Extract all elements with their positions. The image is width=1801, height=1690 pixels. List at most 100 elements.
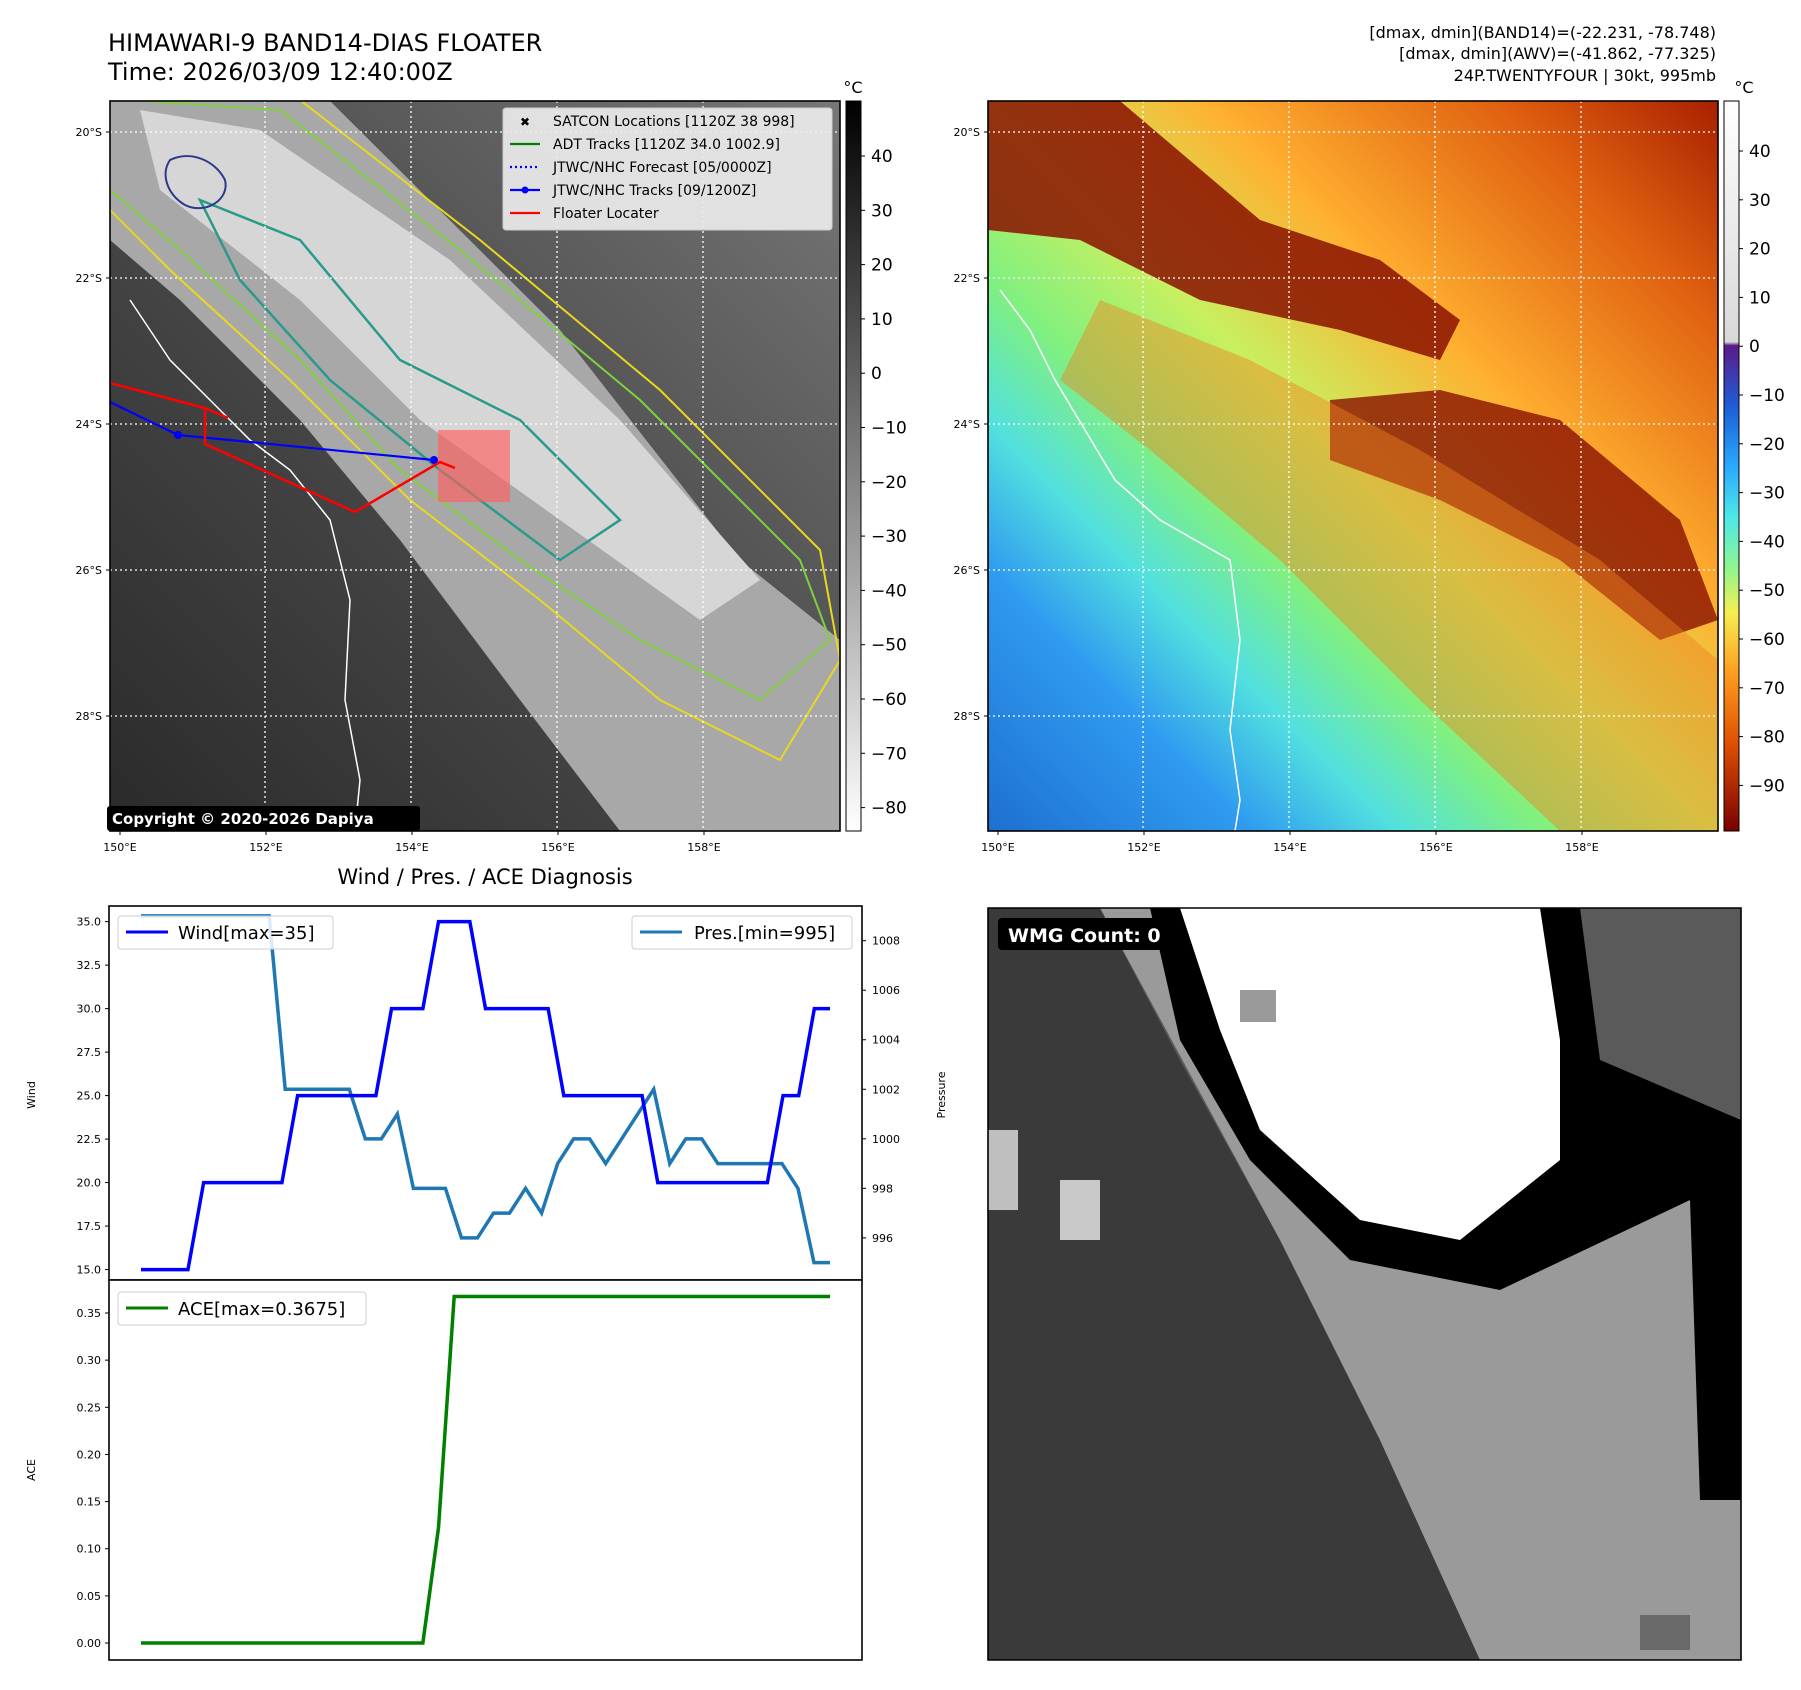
ir-colorbar-unit: °C: [843, 78, 862, 97]
pres-ytick-label: 998: [872, 1182, 893, 1195]
ir-contour-teal: [197, 197, 622, 562]
pres-ytick-label: 1004: [872, 1034, 900, 1047]
copyright-text: Copyright © 2020-2026 Dapiya: [112, 810, 374, 828]
floater-locater-track: [110, 381, 456, 514]
wmg-count-box: [998, 918, 1178, 950]
colorbar-tick-label: 20: [1749, 240, 1771, 260]
wind-ytick-label: 20.0: [77, 1177, 102, 1190]
lon-tick-label: 154°E: [395, 841, 428, 854]
ir-contour-navy: [164, 155, 227, 210]
diag-title: Wind / Pres. / ACE Diagnosis: [337, 865, 632, 889]
pres-ylabel: Pressure: [935, 1071, 948, 1118]
copyright-box: [107, 806, 420, 831]
colorbar-tick-label: 40: [871, 147, 893, 167]
lat-tick-label: 28°S: [954, 710, 980, 723]
wmg-count-label: WMG Count: 0: [1008, 925, 1161, 947]
wind-line: [141, 919, 830, 1272]
wind-ytick-label: 35.0: [77, 916, 102, 929]
lat-tick-label: 26°S: [76, 564, 102, 577]
figure-time: Time: 2026/03/09 12:40:00Z: [107, 58, 453, 86]
lon-tick-label: 152°E: [249, 841, 282, 854]
ace-legend-label: ACE[max=0.3675]: [178, 1299, 345, 1320]
colorbar-tick-label: 30: [1749, 191, 1771, 211]
ace-ytick-label: 0.15: [77, 1496, 102, 1509]
ace-ytick-label: 0.10: [77, 1543, 102, 1556]
colorbar-tick-label: −50: [871, 636, 907, 656]
colorbar-tick-label: −70: [1749, 679, 1785, 699]
wind-legend-label: Wind[max=35]: [178, 923, 315, 944]
floater-locater-spur: [204, 406, 229, 420]
wind-ytick-label: 15.0: [77, 1264, 102, 1277]
ace-ytick-label: 0.20: [77, 1448, 102, 1461]
wind-ylabel: Wind: [25, 1081, 38, 1109]
wind-ytick-label: 32.5: [77, 959, 102, 972]
colorbar-tick-label: 10: [871, 310, 893, 330]
awv-colorbar: [1723, 100, 1740, 832]
jtwc-track-point: [430, 456, 438, 464]
pres-legend: Pres.[min=995]: [631, 915, 853, 950]
legend-entry: JTWC/NHC Forecast [05/0000Z]: [552, 160, 772, 176]
pres-ytick-label: 1000: [872, 1133, 900, 1146]
colorbar-tick-label: −90: [1749, 776, 1785, 796]
pres-ytick-label: 1008: [872, 935, 900, 948]
awv-dry-slot-east: [1330, 390, 1718, 640]
awv-dry-slot-north: [988, 101, 1460, 360]
ir-colorbar: [845, 100, 862, 832]
colorbar-tick-label: −40: [1749, 532, 1785, 552]
colorbar-tick-label: −10: [871, 419, 907, 439]
ir-legend: ✖ SATCON Locations [1120Z 38 998] ADT Trac…: [502, 107, 833, 231]
wind-ytick-label: 25.0: [77, 1090, 102, 1103]
lon-tick-label: 150°E: [103, 841, 136, 854]
wind-ytick-label: 17.5: [77, 1220, 102, 1233]
ace-axes-frame: [108, 1279, 863, 1661]
colorbar-tick-label: 30: [871, 201, 893, 221]
wind-axes-frame: [108, 905, 863, 1281]
colorbar-tick-label: 0: [871, 364, 882, 384]
wind-ytick-label: 27.5: [77, 1046, 102, 1059]
pres-legend-label: Pres.[min=995]: [694, 923, 835, 944]
ace-legend: ACE[max=0.3675]: [117, 1291, 367, 1326]
ir-contour-yellow: [110, 101, 840, 762]
legend-marker-dot: [521, 186, 529, 194]
colorbar-tick-label: −30: [1749, 484, 1785, 504]
info-storm: 24P.TWENTYFOUR | 30kt, 995mb: [1454, 66, 1716, 85]
awv-panel: °C 403020100−10−20−30−40−50−60−70−80−90 …: [954, 78, 1785, 854]
lon-tick-label: 158°E: [687, 841, 720, 854]
colorbar-tick-label: −20: [1749, 435, 1785, 455]
colorbar-tick-label: −30: [871, 527, 907, 547]
colorbar-tick-label: 40: [1749, 142, 1771, 162]
ace-ylabel: ACE: [25, 1459, 38, 1481]
lat-tick-label: 28°S: [76, 710, 102, 723]
lon-tick-label: 158°E: [1565, 841, 1598, 854]
colorbar-tick-label: 10: [1749, 288, 1771, 308]
jtwc-track-point: [174, 431, 182, 439]
ace-ytick-label: 0.05: [77, 1590, 102, 1603]
ir-panel: ✖ SATCON Locations [1120Z 38 998] ADT Trac…: [76, 78, 907, 854]
lat-tick-label: 24°S: [954, 418, 980, 431]
lon-tick-label: 150°E: [981, 841, 1014, 854]
ace-panel: ACE 0.00 0.05 0.10 0.15 0.20 0.25 0.30 0.35 ACE…: [25, 1279, 863, 1661]
colorbar-tick-label: −50: [1749, 581, 1785, 601]
lon-tick-label: 156°E: [1419, 841, 1452, 854]
legend-entry: JTWC/NHC Tracks [09/1200Z]: [552, 183, 756, 199]
colorbar-tick-label: −20: [871, 473, 907, 493]
lat-tick-label: 26°S: [954, 564, 980, 577]
wmg-frame: [987, 907, 1742, 1661]
ace-ytick-label: 0.35: [77, 1307, 102, 1320]
wind-pres-panel: Wind / Pres. / ACE Diagnosis Wind Pressu…: [25, 865, 948, 1281]
wind-ytick-label: 22.5: [77, 1133, 102, 1146]
ace-ytick-label: 0.00: [77, 1637, 102, 1650]
legend-marker-x: ✖: [520, 115, 530, 129]
awv-colorbar-unit: °C: [1734, 78, 1753, 97]
colorbar-tick-label: −80: [871, 799, 907, 819]
legend-entry: SATCON Locations [1120Z 38 998]: [553, 114, 795, 130]
lon-tick-label: 154°E: [1273, 841, 1306, 854]
awv-coastline: [999, 289, 1241, 831]
ir-frame: [109, 100, 841, 832]
colorbar-tick-label: −70: [871, 744, 907, 764]
awv-frame: [987, 100, 1719, 832]
info-awv-range: [dmax, dmin](AWV)=(-41.862, -77.325): [1399, 44, 1716, 63]
pres-ytick-label: 1002: [872, 1083, 900, 1096]
lat-tick-label: 20°S: [76, 126, 102, 139]
